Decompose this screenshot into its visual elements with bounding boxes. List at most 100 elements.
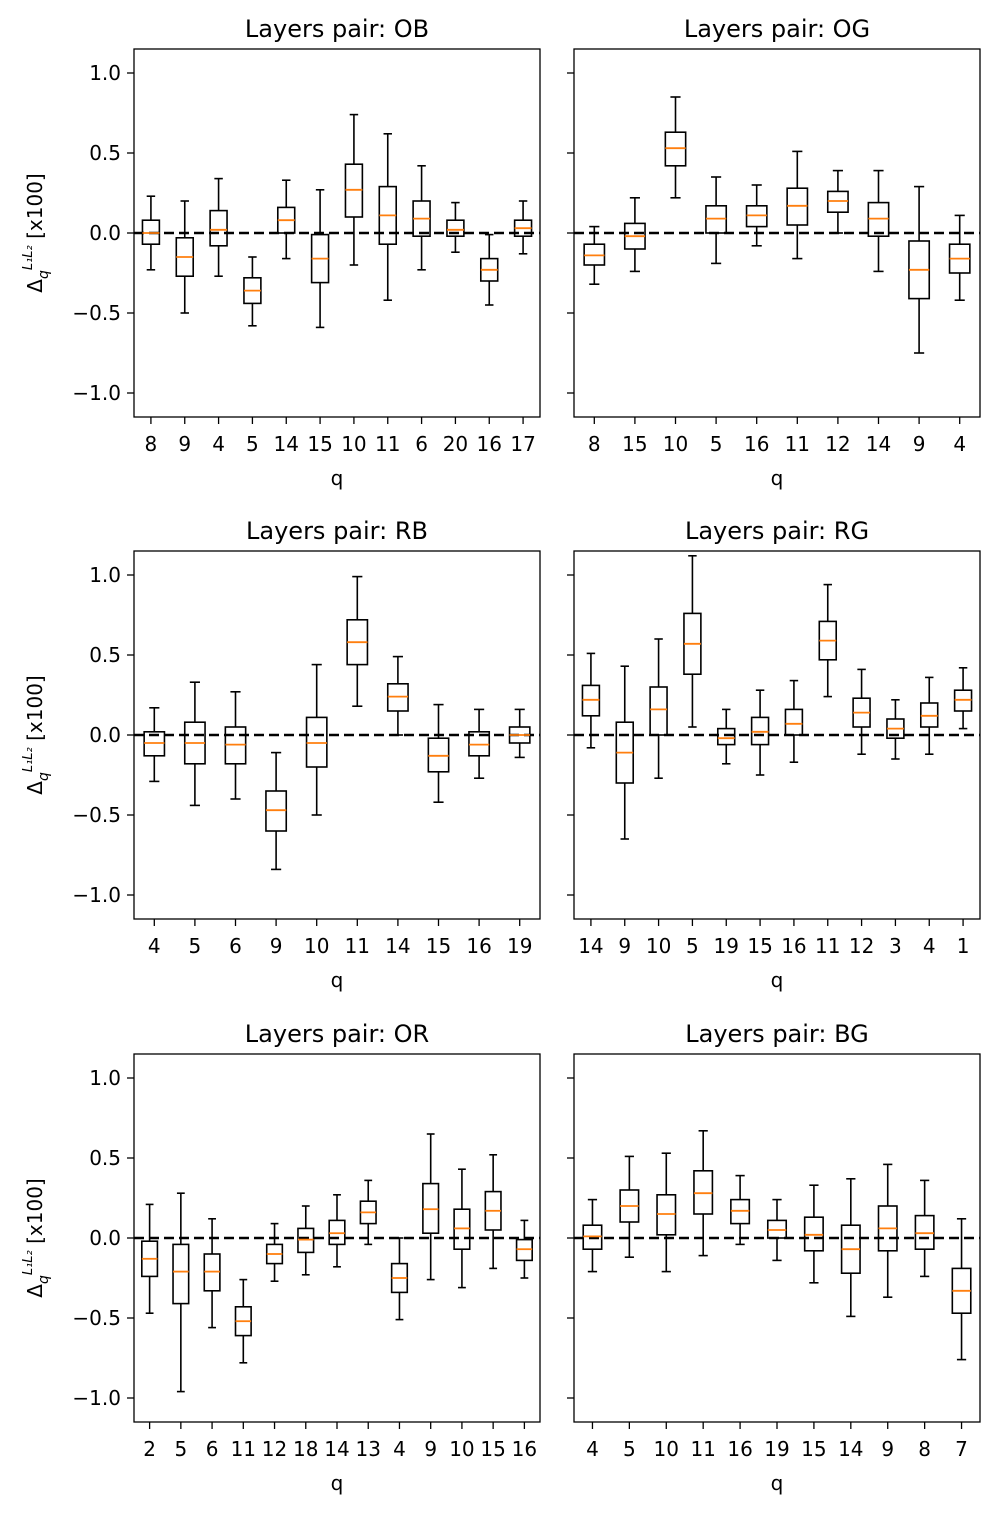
x-tick-label: 9 (178, 432, 191, 456)
x-axis-label: q (771, 968, 784, 992)
x-tick-label: 19 (507, 934, 532, 958)
y-axis-label: ΔqL₁L₂ [x100] (21, 675, 52, 794)
x-tick-label: 5 (174, 1437, 187, 1461)
y-tick-label: 1.0 (89, 61, 121, 85)
x-tick-label: 4 (923, 934, 936, 958)
x-tick-label: 14 (385, 934, 410, 958)
x-tick-label: 20 (443, 432, 468, 456)
y-axis-label: ΔqL₁L₂ [x100] (21, 1178, 52, 1297)
x-tick-label: 16 (744, 432, 769, 456)
x-tick-label: 2 (143, 1437, 156, 1461)
x-tick-label: 11 (785, 432, 810, 456)
x-axis-label: q (331, 466, 344, 490)
x-tick-label: 5 (710, 432, 723, 456)
panel-title: Layers pair: OG (684, 15, 870, 43)
x-tick-label: 14 (324, 1437, 349, 1461)
x-tick-label: 13 (356, 1437, 381, 1461)
x-tick-label: 16 (477, 432, 502, 456)
y-tick-label: 0.5 (89, 141, 121, 165)
y-tick-label: 1.0 (89, 1066, 121, 1090)
x-tick-label: 16 (512, 1437, 537, 1461)
x-tick-label: 11 (815, 934, 840, 958)
x-tick-label: 11 (690, 1437, 715, 1461)
x-tick-label: 15 (801, 1437, 826, 1461)
x-tick-label: 14 (578, 934, 603, 958)
x-tick-label: 19 (714, 934, 739, 958)
x-tick-label: 15 (307, 432, 332, 456)
x-tick-label: 15 (622, 432, 647, 456)
x-tick-label: 14 (866, 432, 891, 456)
x-tick-label: 12 (262, 1437, 287, 1461)
x-tick-label: 11 (375, 432, 400, 456)
x-tick-label: 12 (825, 432, 850, 456)
x-tick-label: 15 (747, 934, 772, 958)
x-tick-label: 9 (618, 934, 631, 958)
box-iqr (209, 209, 228, 247)
box-iqr (716, 727, 736, 746)
box-iqr (446, 219, 465, 237)
panel-title: Layers pair: RB (246, 517, 428, 545)
x-tick-label: 4 (212, 432, 225, 456)
x-tick-label: 7 (955, 1437, 968, 1461)
box-iqr (172, 1243, 190, 1305)
y-tick-label: −0.5 (72, 1306, 121, 1330)
panel-title: Layers pair: OR (245, 1020, 429, 1048)
y-axis-label: ΔqL₁L₂ [x100] (21, 173, 52, 292)
x-tick-label: 1 (957, 934, 970, 958)
x-tick-label: 10 (646, 934, 671, 958)
x-tick-label: 14 (838, 1437, 863, 1461)
x-tick-label: 11 (345, 934, 370, 958)
x-tick-label: 5 (189, 934, 202, 958)
x-tick-label: 5 (686, 934, 699, 958)
x-tick-label: 8 (918, 1437, 931, 1461)
y-tick-label: −0.5 (72, 301, 121, 325)
x-axis-label: q (771, 466, 784, 490)
y-tick-label: 1.0 (89, 563, 121, 587)
x-tick-label: 16 (727, 1437, 752, 1461)
panel-title: Layers pair: BG (685, 1020, 868, 1048)
x-tick-label: 10 (341, 432, 366, 456)
x-tick-label: 9 (270, 934, 283, 958)
box-iqr (649, 686, 668, 736)
x-tick-label: 4 (586, 1437, 599, 1461)
y-tick-label: 0.0 (89, 723, 121, 747)
y-tick-label: 0.0 (89, 1226, 121, 1250)
x-tick-label: 8 (145, 432, 158, 456)
x-tick-label: 18 (293, 1437, 318, 1461)
x-axis-label: q (331, 1471, 344, 1495)
x-tick-label: 4 (393, 1437, 406, 1461)
x-tick-label: 10 (449, 1437, 474, 1461)
x-tick-label: 10 (654, 1437, 679, 1461)
y-tick-label: 0.5 (89, 1146, 121, 1170)
x-tick-label: 11 (231, 1437, 256, 1461)
x-tick-label: 6 (229, 934, 242, 958)
y-tick-label: 0.0 (89, 221, 121, 245)
y-tick-label: 0.5 (89, 643, 121, 667)
x-tick-label: 10 (304, 934, 329, 958)
y-tick-label: −0.5 (72, 803, 121, 827)
x-tick-label: 9 (913, 432, 926, 456)
x-tick-label: 5 (623, 1437, 636, 1461)
x-tick-label: 5 (246, 432, 259, 456)
panel-title: Layers pair: OB (245, 15, 429, 43)
x-tick-label: 17 (510, 432, 535, 456)
x-tick-label: 3 (889, 934, 902, 958)
x-tick-label: 14 (274, 432, 299, 456)
x-tick-label: 8 (588, 432, 601, 456)
box-iqr (784, 708, 804, 736)
x-tick-label: 10 (663, 432, 688, 456)
x-tick-label: 9 (424, 1437, 437, 1461)
x-tick-label: 6 (206, 1437, 219, 1461)
y-tick-label: −1.0 (72, 883, 121, 907)
panel-title: Layers pair: RG (685, 517, 869, 545)
y-tick-label: −1.0 (72, 1386, 121, 1410)
x-axis-label: q (331, 968, 344, 992)
x-tick-label: 4 (953, 432, 966, 456)
y-tick-label: −1.0 (72, 381, 121, 405)
x-tick-label: 12 (849, 934, 874, 958)
x-tick-label: 16 (781, 934, 806, 958)
x-tick-label: 16 (466, 934, 491, 958)
x-tick-label: 9 (881, 1437, 894, 1461)
